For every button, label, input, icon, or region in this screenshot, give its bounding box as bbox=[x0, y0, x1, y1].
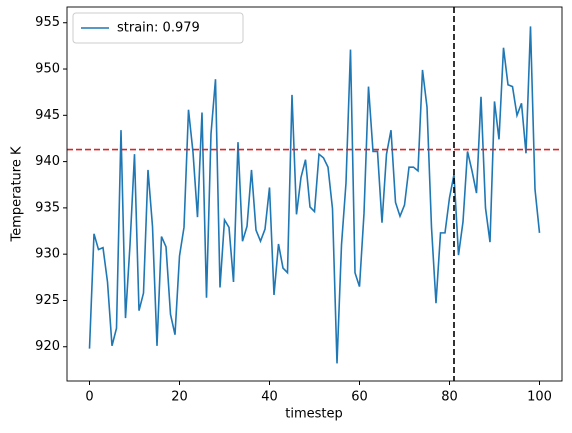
plot-frame bbox=[66, 6, 563, 382]
y-tick-label: 930 bbox=[35, 247, 60, 262]
y-tick-label: 945 bbox=[35, 108, 60, 123]
y-tick-label: 950 bbox=[35, 62, 60, 77]
legend-box bbox=[72, 12, 244, 44]
x-tick-label: 80 bbox=[441, 390, 458, 405]
x-tick-label: 40 bbox=[261, 390, 278, 405]
y-tick-label: 920 bbox=[35, 339, 60, 354]
legend-label: strain: 0.979 bbox=[117, 21, 200, 36]
y-tick-label: 940 bbox=[35, 154, 60, 169]
y-tick-label: 925 bbox=[35, 293, 60, 308]
line-series bbox=[88, 26, 541, 364]
x-axis-label: timestep bbox=[285, 407, 343, 422]
x-tick-label: 20 bbox=[171, 390, 188, 405]
x-tick-label: 100 bbox=[527, 390, 552, 405]
y-tick-label: 935 bbox=[35, 200, 60, 215]
y-tick-label: 955 bbox=[35, 15, 60, 30]
x-tick-label: 60 bbox=[351, 390, 368, 405]
y-axis-label: Temperature K bbox=[10, 146, 25, 242]
x-tick-label: 0 bbox=[85, 390, 93, 405]
